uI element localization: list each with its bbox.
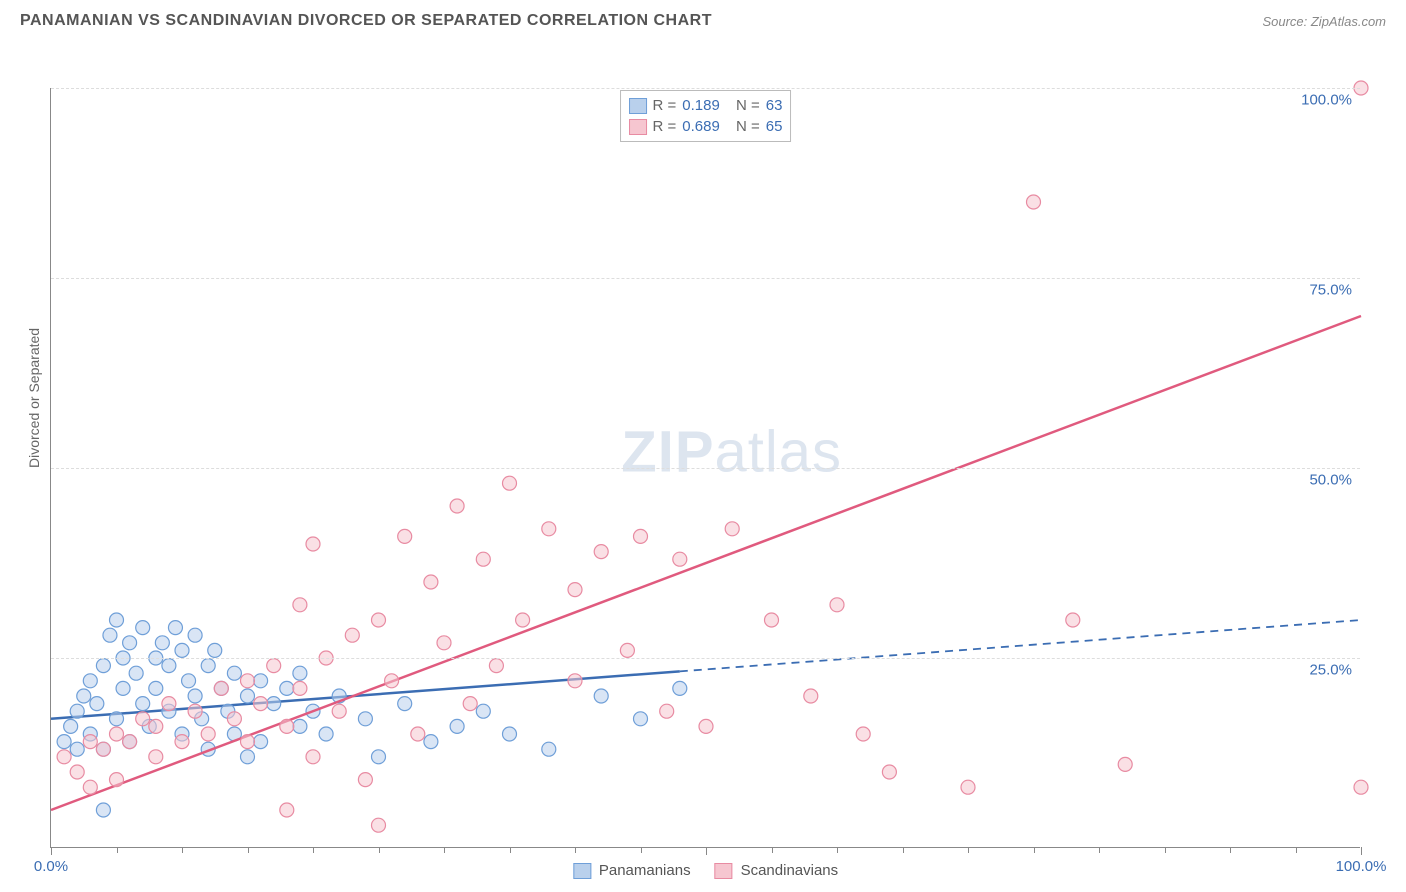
x-tick-mark <box>1099 847 1100 853</box>
swatch-panamanians <box>629 98 647 114</box>
x-tick-mark <box>837 847 838 853</box>
n-label: N = <box>736 97 760 114</box>
series-legend: Panamanians Scandinavians <box>573 862 838 879</box>
x-tick-mark <box>313 847 314 853</box>
gridline <box>51 278 1360 279</box>
swatch-panamanians <box>573 863 591 879</box>
chart-container: Divorced or Separated ZIPatlas R = 0.189… <box>0 38 1406 888</box>
x-tick-label: 100.0% <box>1336 858 1387 875</box>
y-tick-label: 25.0% <box>1309 662 1352 679</box>
swatch-scandinavians <box>715 863 733 879</box>
y-tick-label: 75.0% <box>1309 282 1352 299</box>
x-tick-mark <box>1296 847 1297 853</box>
x-tick-mark <box>1230 847 1231 853</box>
x-tick-mark <box>903 847 904 853</box>
legend-label: Panamanians <box>599 862 691 879</box>
x-tick-mark <box>182 847 183 853</box>
n-value: 63 <box>766 97 783 114</box>
y-tick-label: 50.0% <box>1309 472 1352 489</box>
x-tick-mark <box>641 847 642 853</box>
x-tick-mark <box>1034 847 1035 853</box>
x-tick-mark <box>117 847 118 853</box>
source-attribution: Source: ZipAtlas.com <box>1262 14 1386 29</box>
n-label: N = <box>736 118 760 135</box>
x-tick-mark <box>1165 847 1166 853</box>
legend-item-scandinavians: Scandinavians <box>715 862 839 879</box>
y-tick-label: 100.0% <box>1301 92 1352 109</box>
r-value: 0.189 <box>682 97 720 114</box>
swatch-scandinavians <box>629 119 647 135</box>
x-tick-mark <box>968 847 969 853</box>
r-value: 0.689 <box>682 118 720 135</box>
x-tick-mark <box>575 847 576 853</box>
x-tick-mark <box>379 847 380 853</box>
legend-item-panamanians: Panamanians <box>573 862 691 879</box>
gridline <box>51 88 1360 89</box>
r-label: R = <box>653 97 677 114</box>
chart-title: PANAMANIAN VS SCANDINAVIAN DIVORCED OR S… <box>20 12 712 30</box>
x-tick-mark <box>1361 847 1362 855</box>
correlation-legend: R = 0.189 N = 63 R = 0.689 N = 65 <box>620 90 792 142</box>
x-tick-mark <box>444 847 445 853</box>
r-label: R = <box>653 118 677 135</box>
plot-area: ZIPatlas R = 0.189 N = 63 R = 0.689 N = … <box>50 88 1360 848</box>
x-tick-mark <box>706 847 707 855</box>
legend-row-scandinavians: R = 0.689 N = 65 <box>629 116 783 137</box>
gridline <box>51 468 1360 469</box>
x-tick-mark <box>248 847 249 853</box>
x-tick-mark <box>772 847 773 853</box>
legend-label: Scandinavians <box>741 862 839 879</box>
gridline <box>51 658 1360 659</box>
x-tick-label: 0.0% <box>34 858 68 875</box>
x-tick-mark <box>510 847 511 853</box>
legend-row-panamanians: R = 0.189 N = 63 <box>629 95 783 116</box>
x-tick-mark <box>51 847 52 855</box>
chart-header: PANAMANIAN VS SCANDINAVIAN DIVORCED OR S… <box>0 0 1406 38</box>
n-value: 65 <box>766 118 783 135</box>
y-axis-label: Divorced or Separated <box>26 328 42 468</box>
